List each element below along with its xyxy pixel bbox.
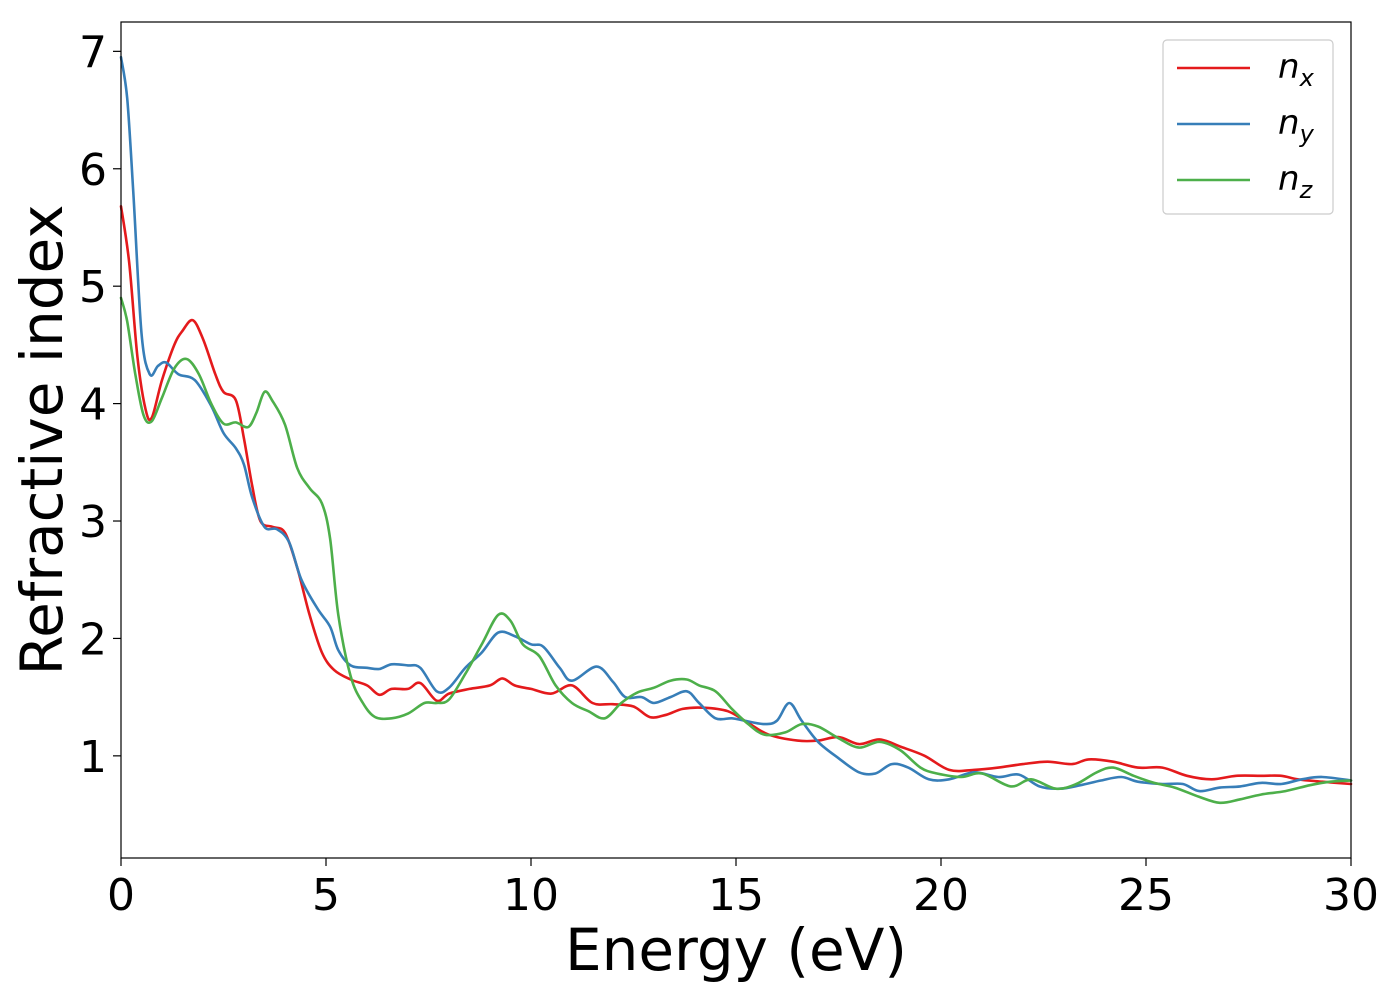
y-tick-label: 4 (79, 380, 107, 431)
y-tick-label: 2 (79, 614, 107, 665)
y-axis-label: Refractive index (8, 204, 76, 675)
y-axis-ticks: 1 2 3 4 5 6 7 (79, 27, 121, 783)
legend-label-x: nx (1278, 47, 1315, 92)
x-tick-label: 30 (1323, 870, 1379, 921)
series-line-x (119, 205, 1353, 786)
x-axis-label: Energy (eV) (565, 916, 907, 984)
legend: nx ny nz (1162, 39, 1334, 215)
y-tick-label: 7 (79, 27, 107, 78)
x-tick-label: 5 (312, 870, 340, 921)
y-tick-label: 3 (79, 497, 107, 548)
x-tick-label: 20 (913, 870, 969, 921)
series-line-z (119, 296, 1353, 805)
x-axis-ticks: 0 5 10 15 20 25 30 (107, 858, 1379, 921)
legend-box (1162, 39, 1334, 215)
y-tick-label: 1 (79, 732, 107, 783)
y-tick-label: 5 (79, 262, 107, 313)
y-tick-label: 6 (79, 145, 107, 196)
x-tick-label: 15 (708, 870, 764, 921)
series-layer (119, 55, 1353, 805)
x-tick-label: 10 (503, 870, 559, 921)
legend-label-y: ny (1278, 103, 1315, 148)
x-tick-label: 0 (107, 870, 135, 921)
series-line-y (119, 55, 1353, 793)
x-tick-label: 25 (1118, 870, 1174, 921)
legend-label-z: nz (1278, 159, 1314, 204)
